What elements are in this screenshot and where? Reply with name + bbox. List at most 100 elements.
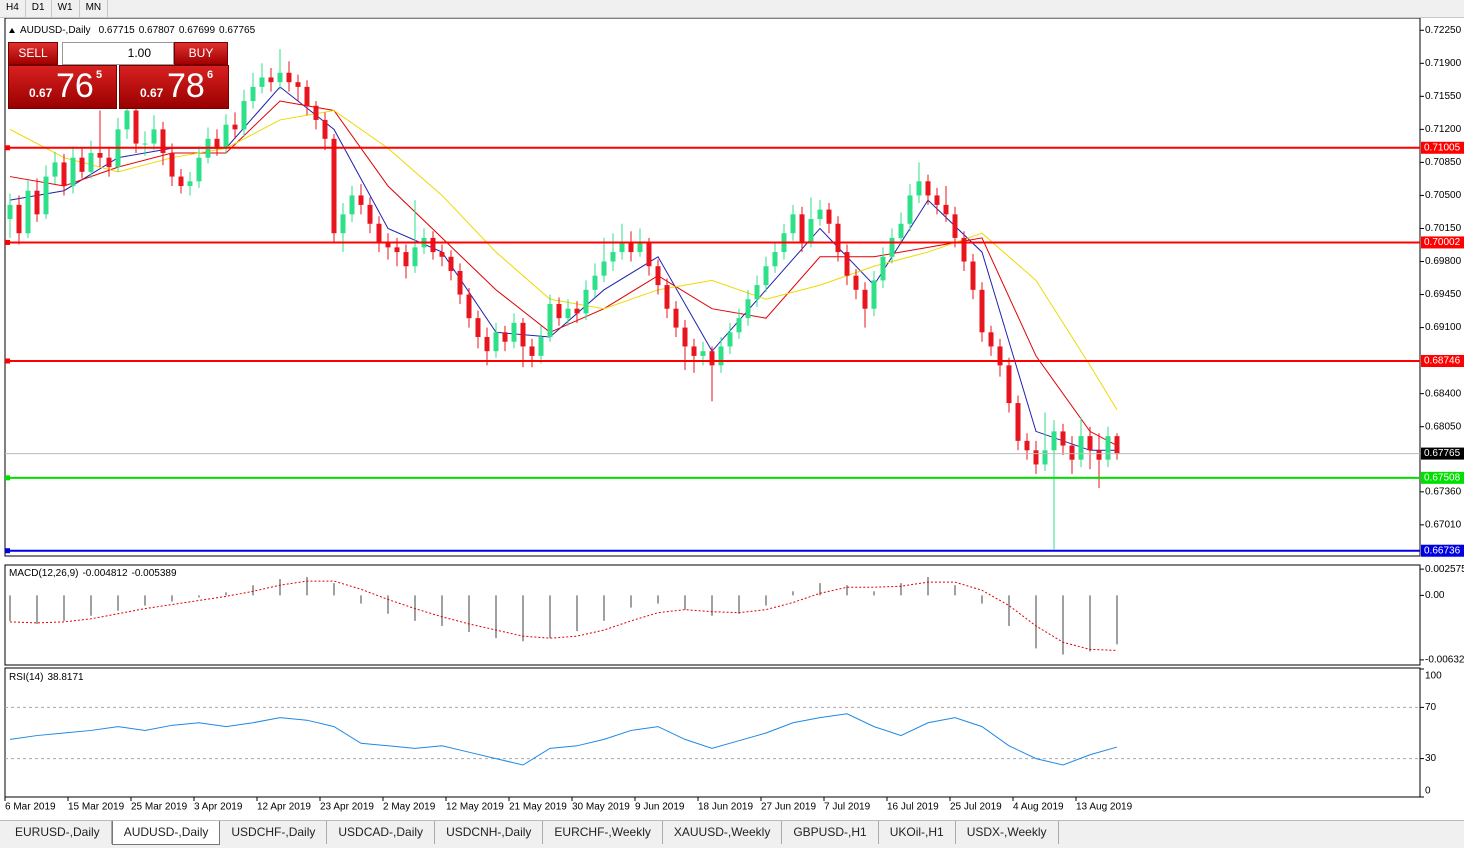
candle-body [106,157,112,168]
macd-bar [63,595,65,621]
macd-bar [387,595,389,614]
chart-tab[interactable]: EURUSD-,Daily [4,821,112,844]
candle-body [394,247,400,253]
candle-body [538,337,544,356]
candle-body [916,181,922,196]
timeframe-button[interactable]: H4 [0,0,26,17]
macd-bar [900,583,902,596]
candle-body [313,105,319,120]
lot-size[interactable]: 1.00 [62,42,174,65]
candle-body [943,204,949,215]
y-tick-label: 0.72250 [1425,25,1462,36]
candle-body [1060,431,1066,446]
header-arrow [9,28,15,33]
y-tick-label: -0.006326 [1425,655,1464,666]
quote-value: 0.67807 [139,25,176,36]
buy-button[interactable]: BUY [174,42,228,65]
chart-tab[interactable]: USDCHF-,Daily [220,821,328,844]
candle-body [745,299,751,319]
x-tick-label: 16 Jul 2019 [887,802,939,813]
candle-body [889,237,895,257]
chart-header: AUDUSD-,Daily 0.67715 0.67807 0.67699 0.6776… [20,25,256,36]
candle-body [295,82,301,87]
y-tick-label: 0.70150 [1425,223,1462,234]
chart-tab[interactable]: USDX-,Weekly [956,821,1059,844]
chart-tab[interactable]: GBPUSD-,H1 [782,821,879,844]
candle-body [754,285,760,300]
candle-body [286,72,292,83]
indicator-name: RSI(14) [9,672,43,683]
level-tag [1421,354,1464,367]
x-tick-label: 12 Apr 2019 [257,802,311,813]
buy-price[interactable]: 0.67 78 6 [119,65,229,109]
y-tick-label: 0.70850 [1425,157,1462,168]
macd-bar [306,577,308,596]
y-tick-label: 0.68400 [1425,388,1462,399]
candle-body [988,332,994,347]
x-tick-label: 3 Apr 2019 [194,802,243,813]
candle-body [664,285,670,309]
chart-tab[interactable]: EURCHF-,Weekly [543,821,663,844]
macd-signal [9,580,1118,651]
candle-body [340,214,346,234]
candle-body [727,332,733,347]
timeframe-button[interactable]: MN [80,0,109,17]
candle-body [862,289,868,309]
sell-button[interactable]: SELL [8,42,58,65]
trade-panel: SELL 1.00 BUY 0.67 76 5 0.67 78 6 [8,42,229,109]
candle-body [322,119,328,139]
candle-body [43,176,49,215]
candle-body [520,322,526,347]
candle-body [628,242,634,253]
candle-body [655,266,661,286]
y-tick-label: 0.68050 [1425,421,1462,432]
candle-body [367,204,373,224]
timeframe-button[interactable]: D1 [26,0,52,17]
y-tick-label: 0.69800 [1425,256,1462,267]
y-tick-label: 0.002575 [1425,564,1464,575]
chart-tab[interactable]: USDCNH-,Daily [435,821,544,844]
candle-body [619,242,625,253]
level-tag [1421,544,1464,557]
chart-tab[interactable]: AUDUSD-,Daily [111,821,221,845]
candle-body [304,86,310,106]
candle-body [709,351,715,366]
macd-bar [90,595,92,616]
candle-body [907,195,913,224]
macd-bar [657,595,659,604]
sell-price[interactable]: 0.67 76 5 [8,65,117,109]
macd-bar [927,577,929,596]
candle-body [880,256,886,281]
candle-body [1078,436,1084,460]
candle-body [160,129,166,153]
macd-bar [873,591,875,596]
candle-body [808,219,814,243]
y-tick-label: 0.71900 [1425,58,1462,69]
level-label: 0.70002 [1424,237,1461,248]
quote-value: 0.67765 [219,25,256,36]
candle-body [331,138,337,234]
candle-body [97,152,103,158]
candle-body [1015,403,1021,441]
candle-body [772,252,778,267]
lot-value: 1.00 [127,46,151,60]
macd-bar [846,585,848,596]
x-tick-label: 30 May 2019 [572,802,630,813]
candle-body [844,252,850,276]
chart-tab[interactable]: XAUUSD-,Weekly [663,821,783,844]
candle-body [1114,436,1120,455]
candle-body [718,346,724,366]
macd-bar [441,595,443,626]
macd-bar [576,595,578,632]
candle-body [691,346,697,356]
x-tick-label: 18 Jun 2019 [698,802,753,813]
y-tick-label: 0.69450 [1425,289,1462,300]
chart-tab[interactable]: USDCAD-,Daily [327,821,436,844]
y-tick-label: 0.67010 [1425,519,1462,530]
chart-tab[interactable]: UKOil-,H1 [879,821,956,844]
timeframe-button[interactable]: W1 [52,0,80,17]
candle-body [637,242,643,253]
x-tick-label: 9 Jun 2019 [635,802,685,813]
candle-body [799,214,805,243]
macd-bar [1008,595,1010,626]
